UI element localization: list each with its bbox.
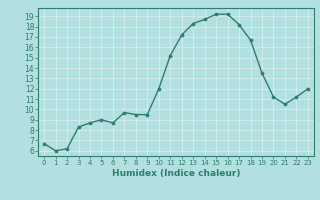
X-axis label: Humidex (Indice chaleur): Humidex (Indice chaleur) xyxy=(112,169,240,178)
